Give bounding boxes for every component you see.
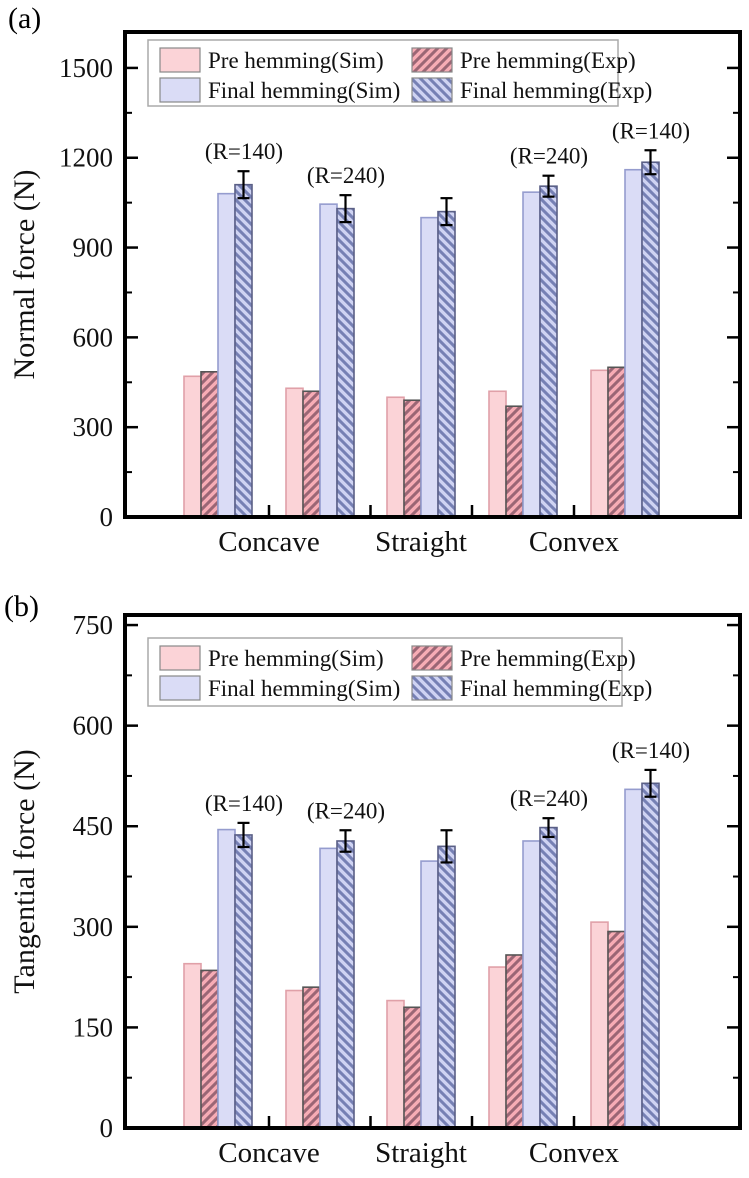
legend-label: Pre hemming(Sim)	[208, 646, 384, 671]
bar	[200, 370, 219, 518]
bar	[234, 834, 253, 1129]
bar	[183, 962, 202, 1129]
y-tick-label: 600	[73, 322, 114, 352]
panel-a-label: (a)	[8, 2, 42, 35]
bar	[183, 375, 202, 518]
radius-annotation: (R=140)	[612, 738, 690, 763]
panel-b-label: (b)	[4, 590, 39, 623]
bar	[539, 185, 558, 518]
radius-annotation: (R=240)	[307, 163, 385, 188]
x-category-label: Convex	[529, 526, 620, 558]
plot-frame	[123, 30, 742, 519]
x-category-label: Straight	[375, 1137, 467, 1169]
y-tick-label: 150	[73, 1012, 114, 1042]
y-tick-label: 0	[100, 502, 114, 532]
bar	[539, 826, 558, 1129]
bar	[403, 399, 422, 518]
bar	[319, 203, 338, 518]
x-category-label: Straight	[375, 526, 467, 558]
x-category-label: Concave	[218, 1137, 319, 1169]
bar	[302, 986, 321, 1129]
bar	[420, 860, 439, 1129]
legend-label: Final hemming(Sim)	[208, 78, 400, 103]
legend-label: Final hemming(Exp)	[460, 676, 652, 701]
bar	[217, 828, 236, 1129]
bar	[386, 396, 405, 518]
y-tick-label: 1500	[59, 53, 113, 83]
bar	[624, 168, 643, 518]
legend-label: Pre hemming(Sim)	[208, 48, 384, 73]
bar	[285, 387, 304, 518]
radius-annotation: (R=240)	[510, 786, 588, 811]
y-axis-title: Normal force (N)	[8, 170, 41, 380]
y-tick-label: 600	[73, 711, 114, 741]
radius-annotation: (R=140)	[612, 118, 690, 143]
bar	[403, 1006, 422, 1129]
plot-frame	[123, 613, 742, 1130]
legend-label: Final hemming(Sim)	[208, 676, 400, 701]
y-tick-label: 300	[73, 412, 114, 442]
legend-swatch	[159, 675, 201, 701]
bar	[386, 999, 405, 1129]
y-axis-title: Tangential force (N)	[8, 749, 41, 993]
bar	[319, 847, 338, 1129]
y-tick-label: 1200	[59, 143, 113, 173]
radius-annotation: (R=240)	[510, 144, 588, 169]
legend-swatch	[411, 77, 453, 103]
bar	[420, 216, 439, 518]
y-tick-label: 300	[73, 912, 114, 942]
chart-b-canvas: 0 150 300 450 600 750 (R=140) (R=240) (R=240) (R=…	[8, 610, 742, 1169]
bar	[200, 969, 219, 1129]
bar	[437, 845, 456, 1129]
legend-swatch	[411, 675, 453, 701]
bar	[336, 207, 355, 518]
chart-a-canvas: 0 300 600 900 1200 1500 (R=140) (R=240) (R=240) (…	[8, 30, 742, 558]
bar	[505, 405, 524, 518]
legend-label: Pre hemming(Exp)	[460, 48, 636, 73]
y-tick-label: 450	[73, 811, 114, 841]
radius-annotation: (R=140)	[205, 139, 283, 164]
legend-swatch	[411, 645, 453, 671]
y-tick-label: 900	[73, 233, 114, 263]
legend-label: Pre hemming(Exp)	[460, 646, 636, 671]
legend-swatch	[159, 77, 201, 103]
bar	[641, 161, 660, 518]
legend-swatch	[159, 645, 201, 671]
x-category-label: Convex	[529, 1137, 620, 1169]
y-tick-label: 0	[100, 1113, 114, 1143]
bar	[217, 192, 236, 518]
bar	[488, 966, 507, 1129]
bar	[437, 210, 456, 518]
bar	[505, 954, 524, 1129]
legend-swatch	[159, 47, 201, 73]
legend-swatch	[411, 47, 453, 73]
bar	[522, 191, 541, 518]
legend-label: Final hemming(Exp)	[460, 78, 652, 103]
bar	[624, 788, 643, 1129]
bar	[641, 782, 660, 1129]
legend-box	[147, 39, 619, 107]
bar	[488, 390, 507, 518]
x-category-label: Concave	[218, 526, 319, 558]
bar	[607, 930, 626, 1129]
panel-b: 0 150 300 450 600 750 (R=140) (R=240) (R=240) (R=…	[0, 588, 749, 1178]
bar	[302, 390, 321, 518]
radius-annotation: (R=140)	[205, 791, 283, 816]
bar	[336, 840, 355, 1129]
legend-box	[147, 637, 623, 707]
y-tick-label: 750	[73, 610, 114, 640]
bar	[590, 921, 609, 1129]
panel-a: 0 300 600 900 1200 1500 (R=140) (R=240) (R=240) (…	[0, 0, 749, 588]
bar	[522, 840, 541, 1129]
radius-annotation: (R=240)	[307, 798, 385, 823]
bar	[590, 369, 609, 518]
bar	[607, 366, 626, 518]
bar	[234, 183, 253, 518]
bar	[285, 989, 304, 1129]
